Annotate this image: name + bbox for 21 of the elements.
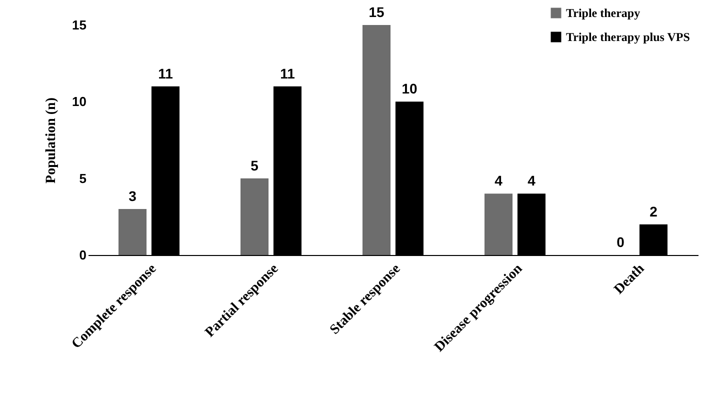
- data-label: 4: [528, 172, 536, 189]
- bar: [362, 25, 391, 255]
- bar: [240, 178, 269, 255]
- y-tick-label: 0: [79, 248, 86, 262]
- bar: [484, 194, 513, 255]
- data-label: 3: [128, 188, 137, 204]
- data-label: 0: [616, 234, 625, 250]
- data-label: 11: [280, 65, 296, 82]
- legend-label: Triple therapy: [566, 6, 640, 20]
- data-label: 4: [494, 172, 503, 189]
- data-label: 5: [250, 157, 259, 174]
- legend-label: Triple therapy plus VPS: [566, 30, 690, 44]
- bar: [118, 209, 147, 255]
- y-tick-label: 5: [79, 170, 86, 186]
- data-label: 2: [650, 203, 658, 220]
- y-tick-label: 15: [72, 18, 86, 32]
- data-label: 11: [158, 65, 174, 82]
- y-axis-title: Population (n): [44, 97, 60, 184]
- data-label: 15: [368, 4, 385, 20]
- y-tick-label: 10: [72, 94, 86, 110]
- data-label: 10: [402, 80, 418, 97]
